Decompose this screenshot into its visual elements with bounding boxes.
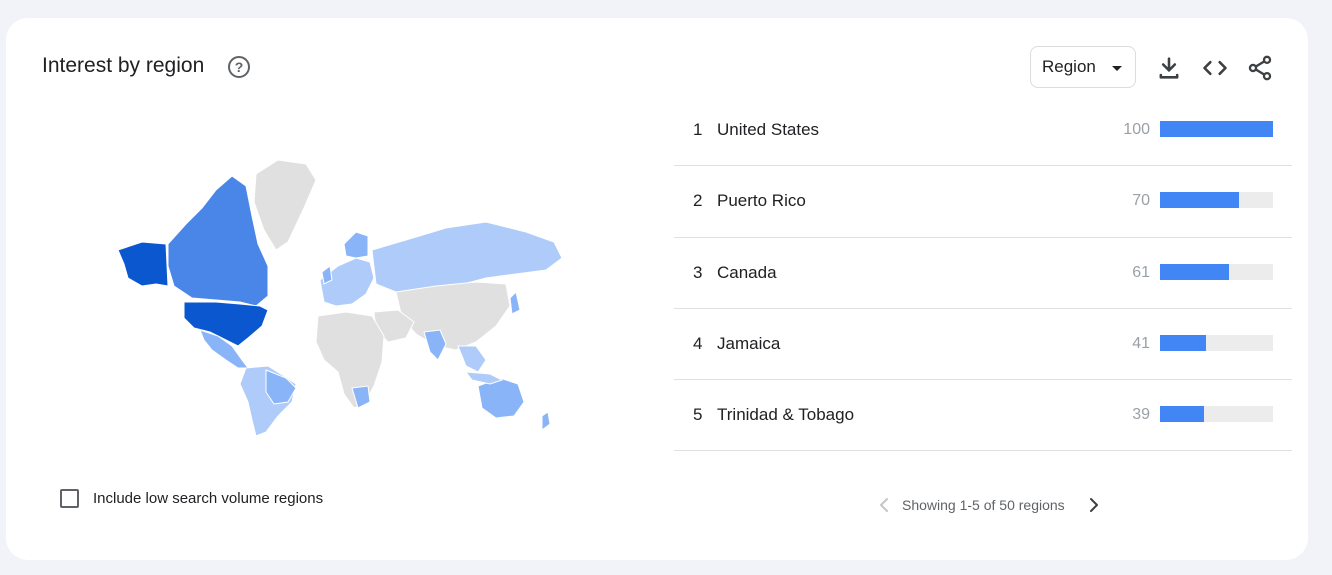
region-bar [1160,121,1273,137]
map-region-indonesia [464,371,504,385]
region-name[interactable]: United States [717,120,820,139]
map-region-new-zealand [541,411,551,431]
low-volume-checkbox[interactable] [60,489,79,508]
region-bar-fill [1160,121,1273,137]
low-volume-label: Include low search volume regions [93,490,324,507]
region-name[interactable]: Jamaica [717,333,781,353]
map-region-australia [477,377,525,419]
region-name[interactable]: Canada [717,262,777,282]
share-icon[interactable] [1246,54,1274,82]
caret-down-icon [1112,66,1122,71]
chevron-left-icon[interactable] [876,496,892,519]
region-rank: 3 [693,262,703,282]
region-select-value: Region [1042,57,1096,76]
region-select-dropdown[interactable]: Region [1030,46,1136,88]
help-circle-icon[interactable]: ? [228,56,250,78]
region-rank: 4 [693,333,703,353]
region-rank: 2 [693,191,703,211]
map-region-uk [321,265,333,285]
region-value: 100 [1123,121,1150,138]
map-region-europe [319,257,375,307]
region-bar-fill [1160,263,1229,280]
map-region-alaska [117,241,169,287]
region-value: 70 [1132,192,1150,210]
region-row[interactable]: 5 Trinidad & Tobago 39 [674,380,1292,452]
chevron-right-icon[interactable] [1086,496,1102,519]
pagination-text: Showing 1-5 of 50 regions [902,497,1065,513]
region-bar-fill [1160,192,1240,209]
region-list: 1 United States 100 2 Puerto Rico 70 3 C… [674,95,1292,452]
map-region-africa [315,311,385,409]
region-name[interactable]: Trinidad & Tobago [717,405,855,425]
map-region-mexico [199,329,249,369]
region-value: 41 [1132,334,1150,352]
map-region-asia [395,281,511,351]
region-row[interactable]: 4 Jamaica 41 [674,309,1292,381]
region-rank: 1 [693,120,703,139]
map-region-usa [183,301,269,347]
map-region-canada [167,175,269,307]
card-title: Interest by region [42,54,205,77]
world-map[interactable] [106,146,566,436]
region-bar [1160,406,1273,423]
region-row[interactable]: 2 Puerto Rico 70 [674,166,1292,238]
region-value: 61 [1132,263,1150,281]
region-name[interactable]: Puerto Rico [717,191,806,211]
region-value: 39 [1132,406,1150,424]
map-region-south-africa [351,385,371,409]
interest-by-region-card: Interest by region ? Region [6,18,1308,560]
region-bar [1160,192,1273,209]
region-bar [1160,263,1273,280]
region-bar-fill [1160,406,1205,423]
region-row[interactable]: 3 Canada 61 [674,238,1292,309]
map-region-brazil [265,369,297,405]
map-region-russia [371,221,563,293]
map-region-southeast-asia [457,345,487,373]
map-region-japan [509,291,521,315]
map-region-scandinavia [343,231,369,259]
region-bar [1160,334,1273,351]
embed-code-icon[interactable] [1201,54,1229,82]
region-bar-fill [1160,334,1207,351]
map-region-india [423,329,447,361]
region-row[interactable]: 1 United States 100 [674,95,1292,167]
map-region-greenland [253,159,317,251]
pagination: Showing 1-5 of 50 regions [868,494,1108,516]
region-rank: 5 [693,405,703,425]
download-icon[interactable] [1155,54,1183,82]
